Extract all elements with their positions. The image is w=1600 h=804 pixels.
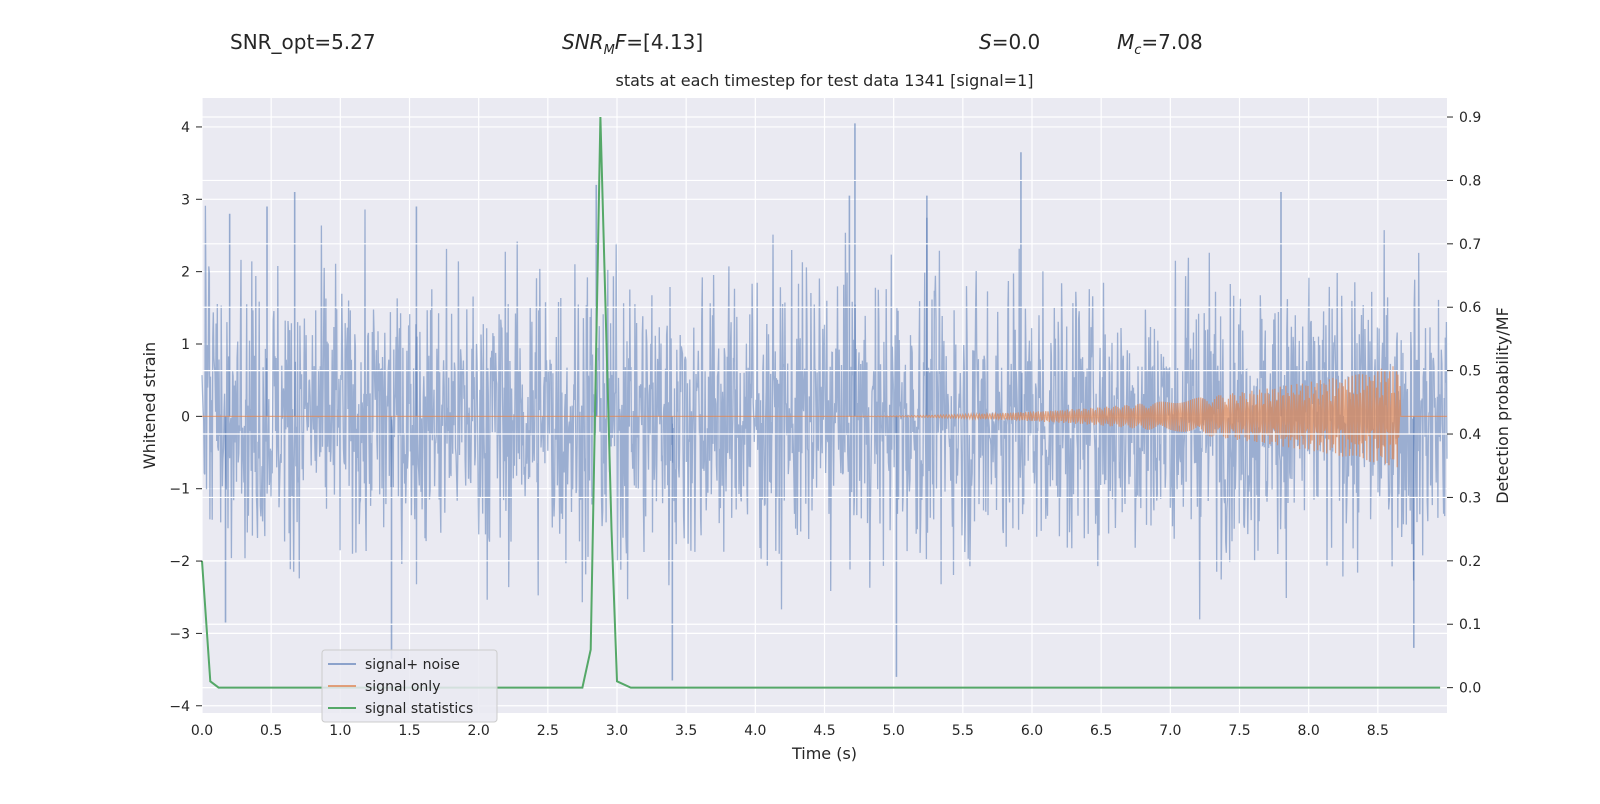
y2-tick-label: 0.1	[1459, 617, 1481, 633]
x-tick-label: 0.0	[191, 723, 213, 739]
y-tick-label: 3	[181, 192, 190, 208]
y-tick-label: −3	[169, 626, 190, 642]
x-tick-label: 6.5	[1090, 723, 1112, 739]
series-signal-noise	[201, 123, 1448, 681]
x-tick-label: 8.5	[1367, 723, 1389, 739]
y-tick-label: 1	[181, 337, 190, 353]
legend-box	[321, 649, 498, 723]
y2-tick-label: 0.4	[1459, 427, 1481, 443]
y2-axis-label: Detection probability/MF	[1493, 307, 1512, 504]
y2-tick-label: 0.7	[1459, 237, 1481, 253]
s-stat-label: S=0.0	[979, 30, 1041, 54]
y2-tick-label: 0.0	[1459, 681, 1481, 697]
axes: 0.0 0.5 1.0 1.5 2.0 2.5 3.0 3.5 4.0 4.5 5.0 5.5 6.0 6…	[169, 110, 1481, 739]
x-tick-label: 3.0	[606, 723, 628, 739]
x-tick-label: 4.0	[744, 723, 766, 739]
y2-tick-label: 0.5	[1459, 364, 1481, 380]
x-tick-label: 8.0	[1298, 723, 1320, 739]
y-tick-label: −1	[169, 482, 190, 498]
x-tick-label: 7.5	[1228, 723, 1250, 739]
y-tick-label: 0	[181, 409, 190, 425]
legend-label: signal only	[365, 679, 440, 695]
y-tick-label: 2	[181, 265, 190, 281]
legend: signal+ noise signal only signal statistic…	[321, 649, 498, 723]
x-tick-label: 4.5	[813, 723, 835, 739]
signal-only-trace	[202, 366, 1447, 468]
series-signal-statistics	[201, 116, 1441, 689]
x-tick-label: 7.0	[1159, 723, 1181, 739]
x-tick-label: 2.0	[468, 723, 490, 739]
right-axis-grid-lines	[202, 116, 1447, 689]
y2-tick-label: 0.2	[1459, 554, 1481, 570]
y-tick-label: 4	[181, 120, 190, 136]
x-tick-label: 1.0	[329, 723, 351, 739]
legend-label: signal+ noise	[365, 657, 460, 673]
chart-title: stats at each timestep for test data 134…	[615, 71, 1033, 90]
snr-opt-label: SNR_opt=5.27	[230, 30, 376, 54]
x-tick-label: 2.5	[537, 723, 559, 739]
legend-label: signal statistics	[365, 701, 473, 717]
x-tick-label: 1.5	[398, 723, 420, 739]
y-tick-label: −2	[169, 554, 190, 570]
x-tick-label: 6.0	[1021, 723, 1043, 739]
series-signal-only	[202, 366, 1447, 468]
y-axis-label: Whitened strain	[140, 342, 159, 469]
signal-statistics-line	[201, 116, 1441, 689]
y2-tick-label: 0.9	[1459, 110, 1481, 126]
x-tick-label: 5.0	[883, 723, 905, 739]
y2-tick-label: 0.6	[1459, 300, 1481, 316]
x-axis-label: Time (s)	[791, 744, 857, 763]
noise-trace	[201, 205, 1448, 620]
y2-tick-label: 0.8	[1459, 173, 1481, 189]
y2-tick-label: 0.3	[1459, 490, 1481, 506]
y-tick-label: −4	[169, 699, 190, 715]
snr-mf-label: SNRMF=[4.13]	[562, 30, 704, 58]
x-tick-label: 0.5	[260, 723, 282, 739]
x-tick-label: 5.5	[952, 723, 974, 739]
chirp-mass-label: Mc=7.08	[1117, 30, 1203, 58]
x-tick-label: 3.5	[675, 723, 697, 739]
